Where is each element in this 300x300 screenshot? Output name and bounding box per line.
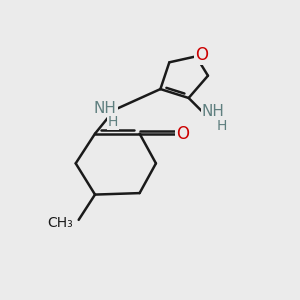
Text: O: O — [195, 46, 208, 64]
Text: NH: NH — [94, 101, 117, 116]
Text: H: H — [216, 118, 226, 133]
Text: H: H — [108, 116, 118, 129]
Text: NH: NH — [202, 104, 225, 119]
Text: O: O — [176, 125, 189, 143]
Text: CH₃: CH₃ — [48, 216, 73, 230]
